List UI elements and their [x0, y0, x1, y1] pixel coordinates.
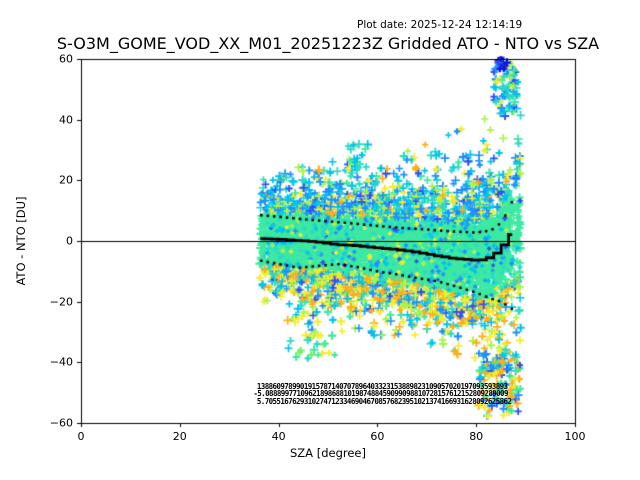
x-tick-label: 20 — [172, 430, 187, 443]
y-tick-label: −20 — [49, 295, 73, 309]
y-tick-label: 40 — [59, 113, 73, 127]
chart-title: S-O3M_GOME_VOD_XX_M01_20251223Z Gridded … — [56, 34, 600, 53]
x-tick-label: 0 — [77, 430, 85, 443]
x-tick-label: 80 — [469, 430, 484, 443]
bin-stats-row: 1388609789901915787140707896403323153889… — [256, 381, 508, 391]
bin-stats-row: -5.0888997710962189868810198748845909909… — [253, 389, 508, 399]
y-tick-label: −60 — [49, 416, 73, 430]
y-axis-label: ATO - NTO [DU] — [14, 196, 28, 286]
x-axis-label: SZA [degree] — [290, 446, 366, 460]
y-tick-label: 60 — [59, 52, 73, 66]
y-tick-label: −40 — [49, 355, 73, 369]
x-tick-label: 100 — [564, 430, 586, 443]
bin-stats-row: 5.70551676293102747123346904670857682395… — [256, 397, 512, 407]
y-tick-label: 20 — [59, 173, 73, 187]
x-tick-label: 60 — [370, 430, 385, 443]
x-tick-label: 40 — [271, 430, 286, 443]
y-tick-label: 0 — [66, 234, 73, 248]
plot-date-annotation: Plot date: 2025-12-24 12:14:19 — [357, 19, 523, 31]
